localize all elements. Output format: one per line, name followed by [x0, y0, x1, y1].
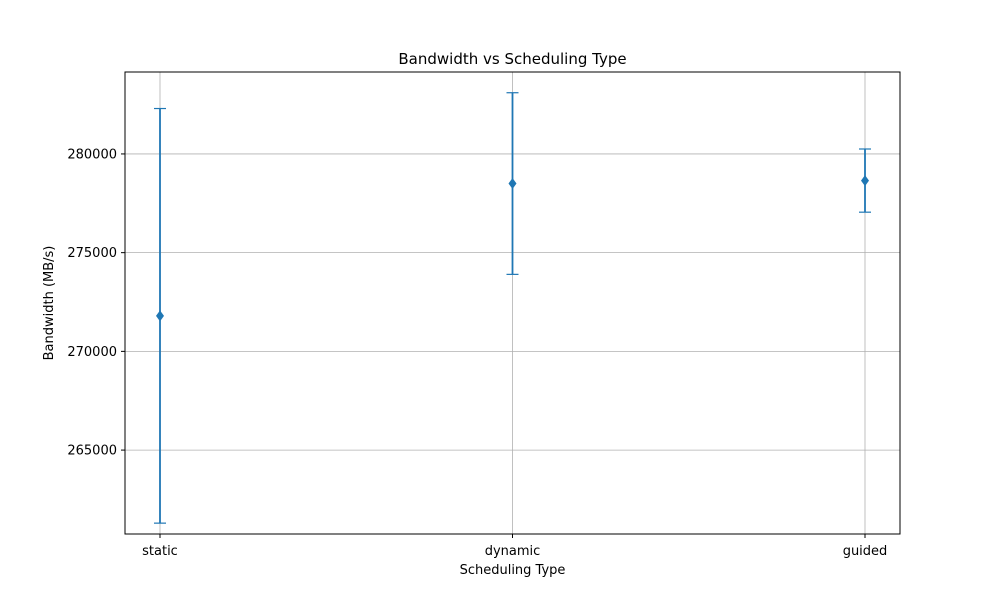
x-tick-label: guided: [843, 544, 888, 559]
data-point-marker: [156, 310, 164, 322]
x-tick-label: dynamic: [485, 544, 541, 559]
series: [154, 92, 871, 524]
x-tick-label: static: [142, 544, 178, 559]
plot-frame: [124, 71, 901, 535]
y-tick-label: 280000: [67, 147, 117, 162]
y-axis-label: Bandwidth (MB/s): [42, 246, 57, 361]
y-tick-label: 275000: [67, 246, 117, 261]
data-point-marker: [861, 175, 869, 187]
data-point-marker: [508, 178, 517, 190]
chart-title: Bandwidth vs Scheduling Type: [398, 50, 626, 68]
y-tick-label: 270000: [67, 345, 117, 360]
x-axis-label: Scheduling Type: [460, 563, 566, 578]
axis-ticks: 265000 270000 275000 280000 static dynamic gui…: [67, 147, 887, 559]
y-tick-label: 265000: [67, 444, 117, 459]
